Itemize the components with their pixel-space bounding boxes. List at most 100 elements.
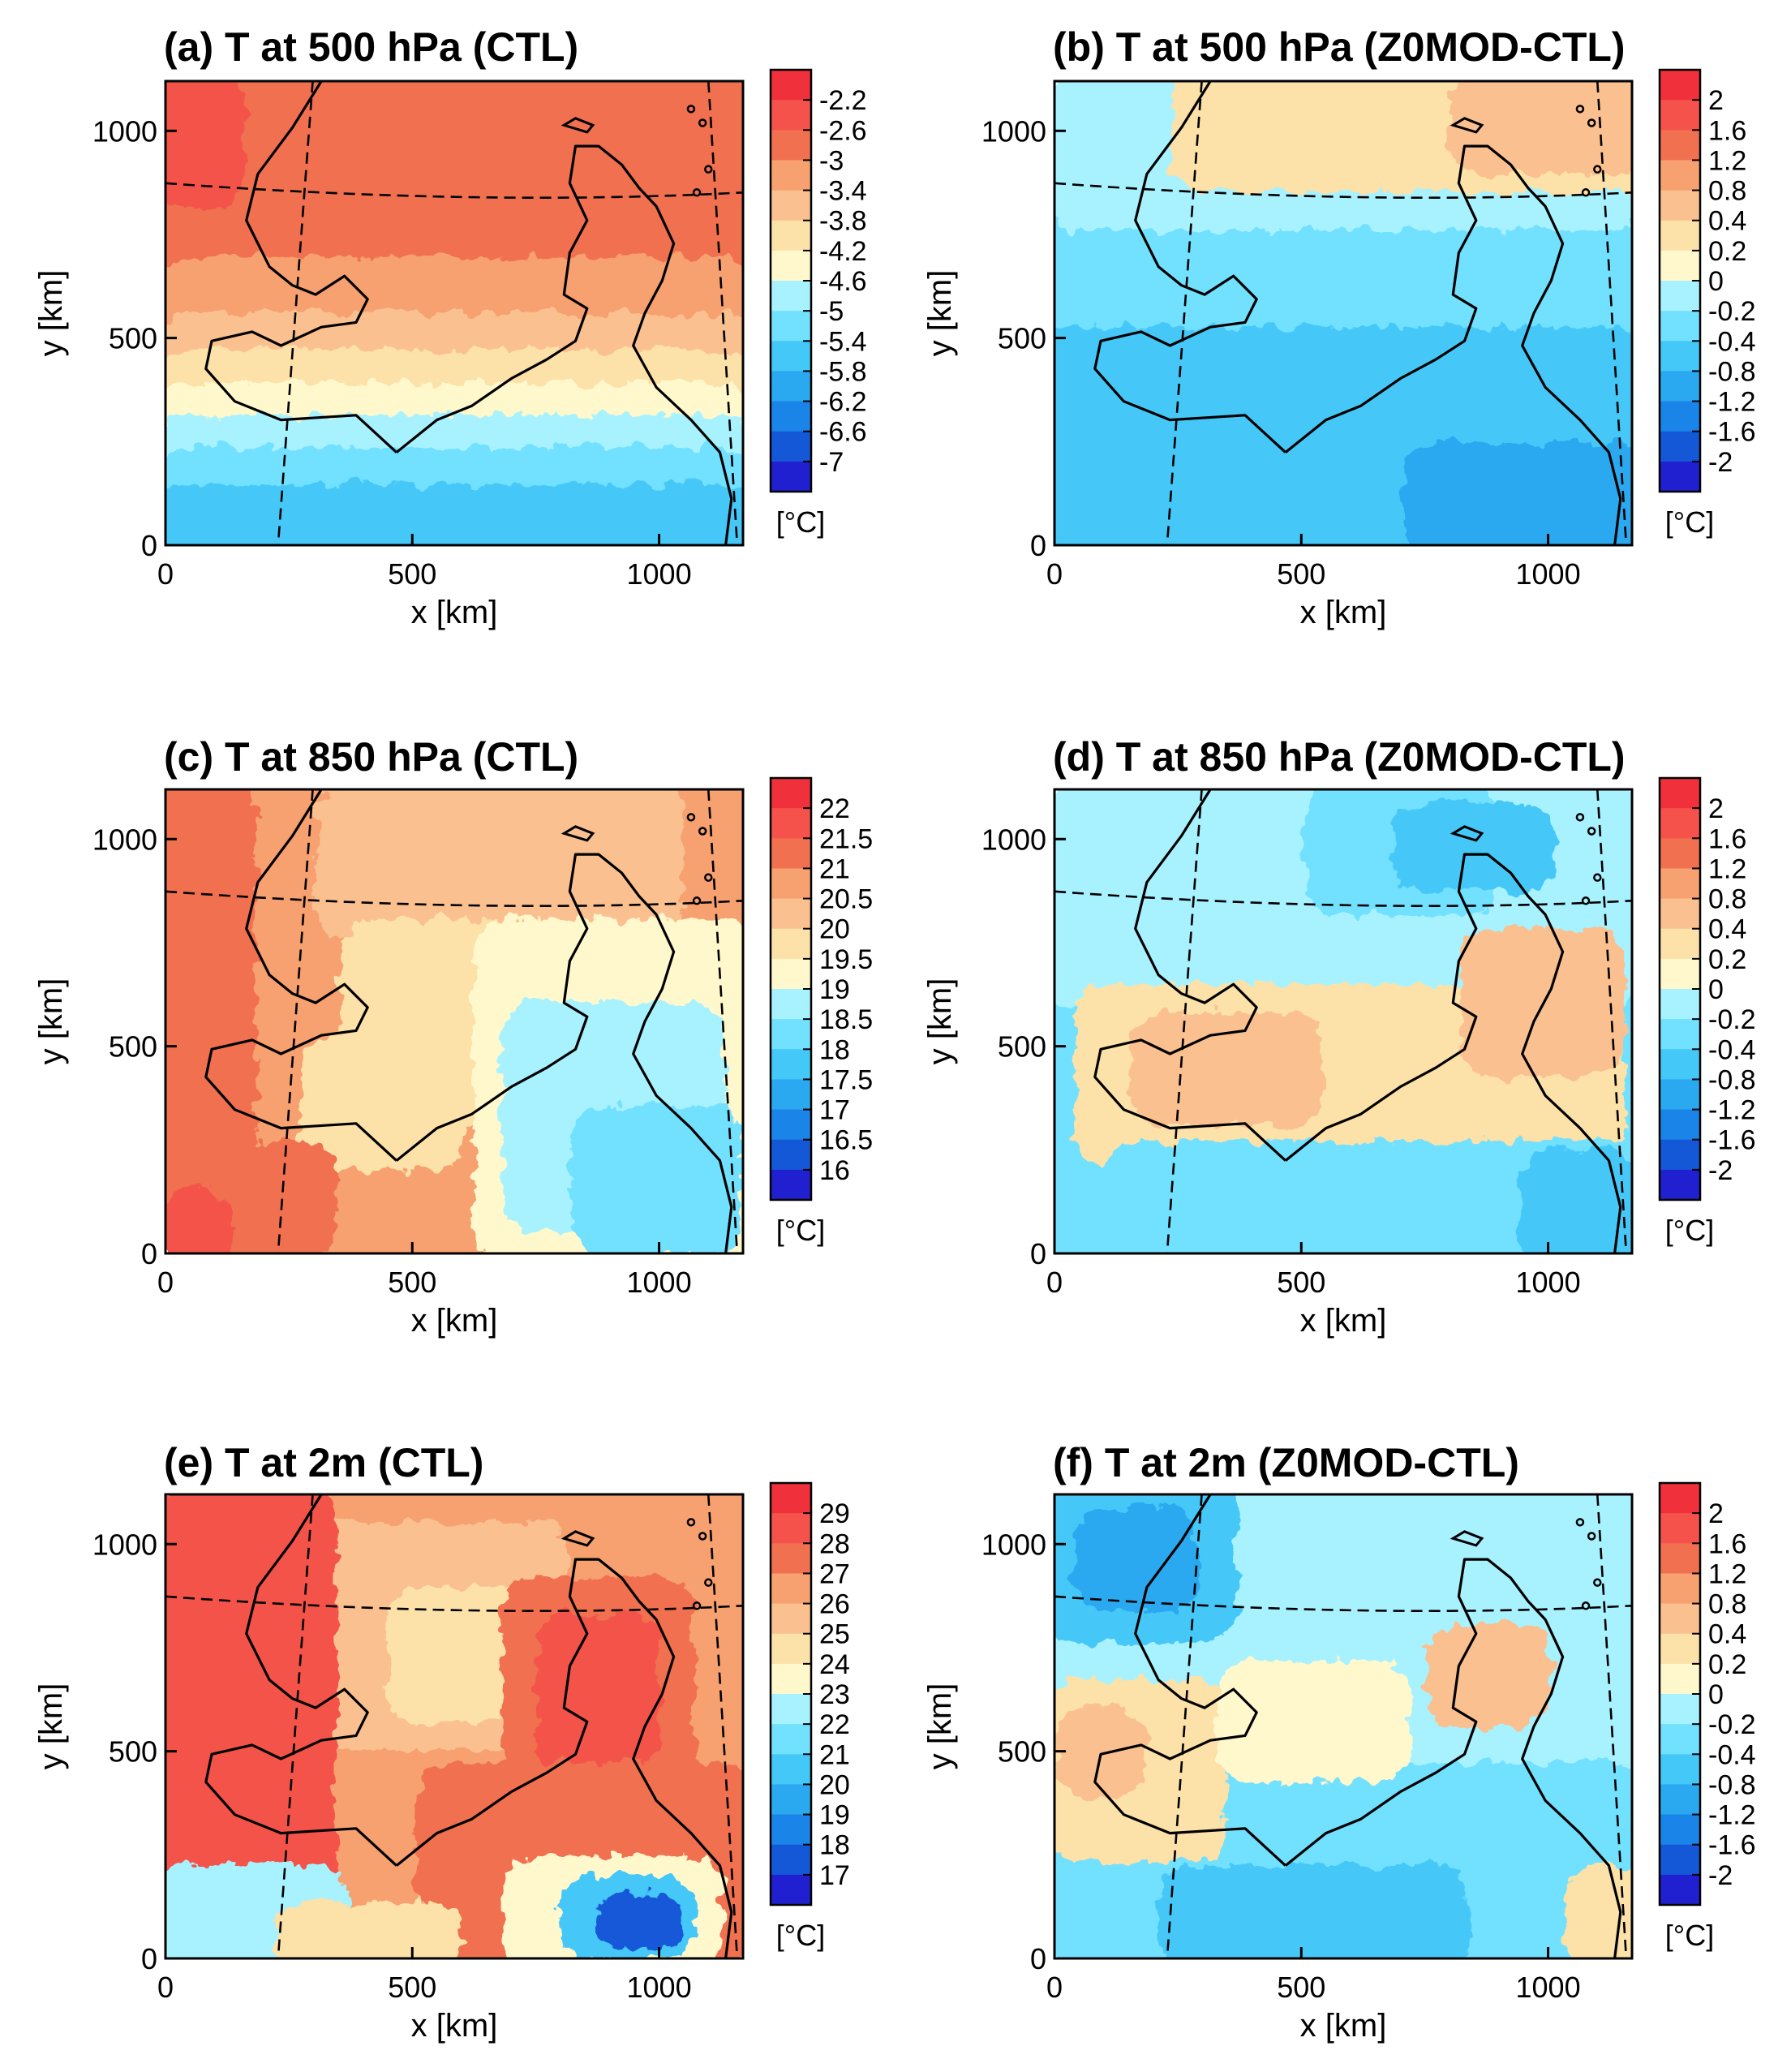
y-tick-label: 500 bbox=[998, 1030, 1046, 1064]
colorbar-swatch bbox=[771, 1603, 811, 1635]
y-tick-label: 500 bbox=[109, 1030, 157, 1064]
colorbar-swatch bbox=[771, 190, 811, 221]
colorbar-swatch bbox=[771, 431, 811, 462]
colorbar-level: -5.4 bbox=[819, 326, 867, 357]
x-tick-label: 1000 bbox=[1516, 557, 1581, 591]
colorbar-level: -0.8 bbox=[1708, 1064, 1756, 1095]
colorbar-swatch bbox=[771, 1844, 811, 1876]
colorbar-level: -7 bbox=[819, 447, 844, 478]
colorbar-level: 17 bbox=[819, 1860, 850, 1891]
colorbar-swatch bbox=[771, 1109, 811, 1141]
colorbar-swatch bbox=[1660, 1019, 1700, 1050]
x-tick-label: 500 bbox=[388, 1266, 436, 1299]
colorbar-level: 29 bbox=[819, 1498, 850, 1529]
colorbar-level: 0.8 bbox=[1708, 884, 1746, 915]
colorbar-level: 18.5 bbox=[819, 1004, 873, 1035]
colorbar-level: 22 bbox=[819, 1709, 850, 1740]
colorbar-level: 24 bbox=[819, 1649, 850, 1680]
colorbar-swatch bbox=[1660, 1483, 1700, 1514]
graticule bbox=[1054, 789, 1632, 1253]
colorbar-swatch bbox=[1660, 1603, 1700, 1635]
colorbar-swatch bbox=[1660, 250, 1700, 282]
y-tick-label: 1000 bbox=[92, 1528, 157, 1561]
colorbar-swatch bbox=[771, 461, 811, 492]
x-tick-label: 500 bbox=[1277, 1971, 1325, 2004]
colorbar-level: 1.6 bbox=[1708, 823, 1746, 854]
temperature-field bbox=[165, 789, 743, 1253]
colorbar-swatch bbox=[1660, 461, 1700, 492]
temperature-field bbox=[165, 1494, 743, 1958]
panel-title: (b) T at 500 hPa (Z0MOD-CTL) bbox=[1053, 24, 1626, 70]
colorbar-unit: [°C] bbox=[776, 505, 825, 539]
colorbar-swatch bbox=[771, 1633, 811, 1665]
colorbar-level: -0.8 bbox=[1708, 356, 1756, 387]
y-tick-label: 0 bbox=[141, 1237, 157, 1270]
colorbar-level: 21.5 bbox=[819, 823, 873, 854]
panel-d: (d) T at 850 hPa (Z0MOD-CTL) x [km] y [km]… bbox=[922, 734, 1714, 1339]
colorbar-level: -0.4 bbox=[1708, 1034, 1756, 1065]
colorbar-level: 19 bbox=[819, 974, 850, 1005]
coastline bbox=[1093, 1494, 1622, 1958]
field-region bbox=[1160, 1865, 1469, 1958]
colorbar-swatch bbox=[1660, 958, 1700, 990]
colorbar-swatch bbox=[1660, 160, 1700, 191]
colorbar-swatch bbox=[771, 281, 811, 312]
y-axis-label: y [km] bbox=[33, 978, 69, 1065]
colorbar-swatch bbox=[1660, 281, 1700, 312]
x-tick-label: 0 bbox=[1046, 557, 1063, 591]
panel-title: (c) T at 850 hPa (CTL) bbox=[164, 734, 578, 780]
colorbar-level: 1.6 bbox=[1708, 1528, 1746, 1559]
colorbar-level: 1.2 bbox=[1708, 853, 1746, 884]
colorbar-swatch bbox=[771, 160, 811, 191]
colorbar-level: 16.5 bbox=[819, 1125, 873, 1156]
colorbar-level: -1.6 bbox=[1708, 1125, 1756, 1156]
colorbar-level: 0.4 bbox=[1708, 206, 1746, 237]
colorbar-level: -1.2 bbox=[1708, 387, 1756, 418]
x-axis-label: x [km] bbox=[411, 2008, 498, 2044]
colorbar-swatch bbox=[771, 401, 811, 432]
colorbar-swatch bbox=[771, 1784, 811, 1816]
colorbar-level: -5 bbox=[819, 296, 844, 327]
colorbar-level: 0 bbox=[1708, 974, 1724, 1005]
colorbar-swatch bbox=[1660, 1844, 1700, 1876]
x-tick-label: 0 bbox=[1046, 1971, 1063, 2004]
panel-title: (e) T at 2m (CTL) bbox=[164, 1440, 483, 1485]
colorbar: [°C] bbox=[769, 68, 825, 539]
colorbar-level: 20.5 bbox=[819, 884, 873, 915]
colorbar-swatch bbox=[771, 220, 811, 251]
y-tick-label: 0 bbox=[1030, 1942, 1046, 1975]
y-tick-label: 0 bbox=[141, 529, 157, 562]
coastline bbox=[204, 789, 733, 1253]
colorbar-level: 20 bbox=[819, 914, 850, 945]
colorbar-level: -5.8 bbox=[819, 356, 867, 387]
x-axis-label: x [km] bbox=[1300, 595, 1387, 630]
colorbar-swatch bbox=[771, 898, 811, 930]
colorbar-level: 23 bbox=[819, 1679, 850, 1710]
colorbar-level: -1.2 bbox=[1708, 1800, 1756, 1831]
colorbar-level: 22 bbox=[819, 793, 850, 824]
colorbar-swatch bbox=[771, 341, 811, 372]
colorbar-swatch bbox=[1660, 220, 1700, 251]
colorbar-level: 18 bbox=[819, 1034, 850, 1065]
panel-a: (a) T at 500 hPa (CTL) x [km] y [km] [°C] bbox=[33, 24, 825, 630]
field-region bbox=[1564, 1865, 1632, 1958]
graticule bbox=[165, 81, 743, 545]
panel-title: (a) T at 500 hPa (CTL) bbox=[164, 24, 578, 70]
field-region bbox=[165, 1188, 234, 1253]
colorbar-swatch bbox=[771, 1139, 811, 1171]
panel-b: (b) T at 500 hPa (Z0MOD-CTL) x [km] y [km]… bbox=[922, 24, 1714, 630]
colorbar-unit: [°C] bbox=[776, 1919, 825, 1952]
field-region bbox=[1131, 1012, 1325, 1124]
colorbar-swatch bbox=[771, 1019, 811, 1050]
y-tick-label: 1000 bbox=[92, 823, 157, 856]
y-tick-label: 1000 bbox=[981, 114, 1046, 148]
x-axis-label: x [km] bbox=[1300, 1303, 1387, 1339]
colorbar-swatch bbox=[771, 1169, 811, 1201]
colorbar-swatch bbox=[771, 868, 811, 900]
colorbar-level: 1.6 bbox=[1708, 115, 1746, 146]
plot-frame bbox=[1053, 1493, 1634, 1960]
colorbar-swatch bbox=[1660, 1049, 1700, 1080]
colorbar-swatch bbox=[1660, 808, 1700, 839]
colorbar-swatch bbox=[1660, 100, 1700, 131]
colorbar-swatch bbox=[771, 808, 811, 839]
